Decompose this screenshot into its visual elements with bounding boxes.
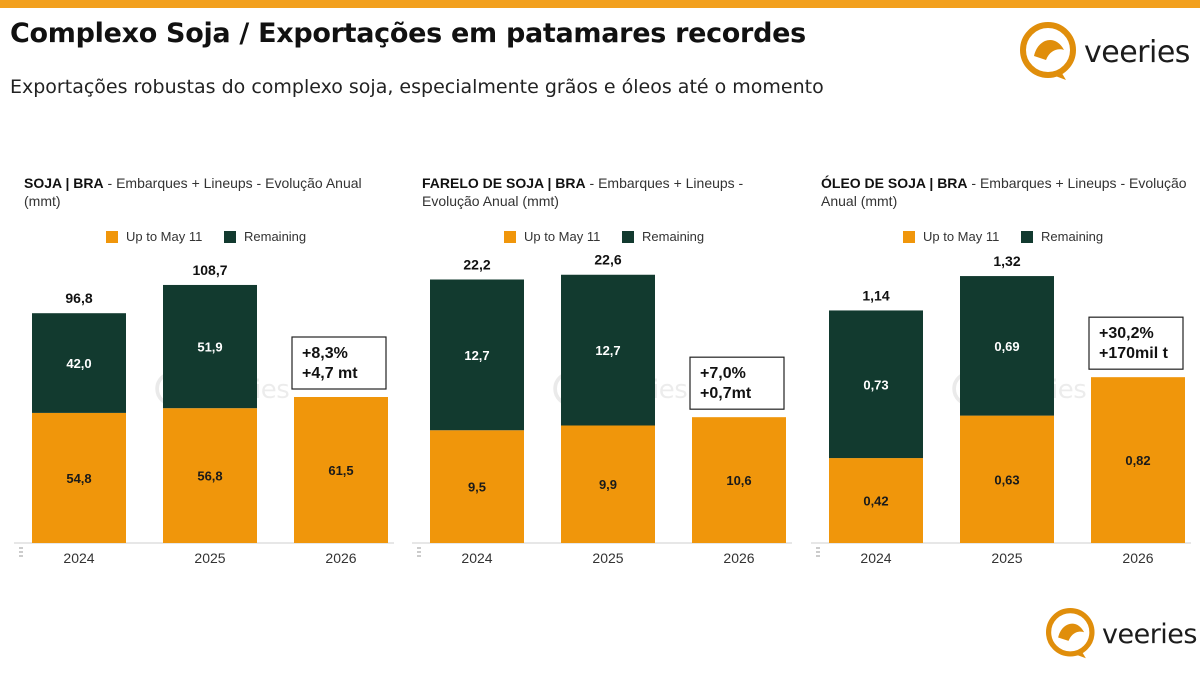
bar-total-label: 108,7 (192, 262, 227, 278)
bar-up-to-may (1091, 377, 1185, 543)
x-tick-label: 2026 (325, 550, 356, 566)
bar-up-to-may (163, 408, 257, 543)
stacked-bar-chart: Up to May 11 Remaining 9,5 12,7 22,2 2024 9,9 1… (412, 229, 792, 566)
annotation-box (1088, 316, 1184, 370)
x-tick-label: 2026 (1122, 550, 1153, 566)
stacked-bar-chart: Up to May 11 Remaining 0,42 0,73 1,14 2024 0,6… (811, 229, 1191, 566)
annotation-text: +8,3% (302, 345, 348, 362)
x-tick-label: 2024 (860, 550, 891, 566)
annotation-text: +0,7mt (700, 385, 752, 402)
veeries-bird-icon (1046, 608, 1095, 659)
legend-label: Remaining (642, 229, 704, 244)
bar-up-to-may (32, 412, 126, 543)
x-tick-label: 2024 (461, 550, 492, 566)
x-tick-label: 2025 (194, 550, 225, 566)
bar-value-label: 9,9 (599, 477, 617, 492)
growth-annotation: +7,0% +0,7mt (689, 356, 785, 410)
bar-total-label: 22,2 (463, 256, 490, 272)
legend-label: Up to May 11 (923, 229, 999, 244)
bar-value-label: 61,5 (328, 463, 353, 478)
x-tick-label: 2024 (63, 550, 94, 566)
bar-up-to-may (829, 458, 923, 543)
legend: Up to May 11 Remaining (504, 229, 704, 244)
legend-swatch (224, 231, 236, 243)
bar-value-label: 12,7 (464, 348, 489, 363)
bar-value-label: 0,73 (863, 377, 888, 392)
bar-value-label: 56,8 (197, 469, 222, 484)
annotation-box (689, 356, 785, 410)
bar-value-label: 51,9 (197, 340, 222, 355)
legend: Up to May 11 Remaining (903, 229, 1103, 244)
chart-panel-farelo: FARELO DE SOJA | BRA - Embarques + Lineu… (412, 170, 802, 580)
legend-swatch (504, 231, 516, 243)
bar-up-to-may (561, 425, 655, 543)
bar-value-label: 42,0 (66, 356, 91, 371)
chart-panel-soja: SOJA | BRA - Embarques + Lineups - Evolu… (14, 170, 404, 580)
bar-up-to-may (692, 417, 786, 543)
bar-up-to-may (960, 415, 1054, 543)
legend-label: Up to May 11 (126, 229, 202, 244)
stacked-bar-chart: Up to May 11 Remaining 54,8 42,0 96,8 2024 56,… (14, 229, 394, 566)
legend: Up to May 11 Remaining (106, 229, 306, 244)
legend-label: Remaining (244, 229, 306, 244)
bar-remaining (829, 310, 923, 459)
legend-swatch (622, 231, 634, 243)
chart-title: ÓLEO DE SOJA | BRA - Embarques + Lineups… (821, 175, 1187, 209)
bar-up-to-may (430, 430, 524, 543)
bar-remaining (430, 279, 524, 431)
bar-total-label: 22,6 (594, 252, 621, 268)
bar-total-label: 1,32 (993, 253, 1020, 269)
annotation-box (291, 336, 387, 390)
page-subtitle: Exportações robustas do complexo soja, e… (10, 76, 824, 98)
bar-value-label: 0,42 (863, 494, 888, 509)
growth-annotation: +30,2% +170mil t (1088, 316, 1184, 370)
growth-annotation: +8,3% +4,7 mt (291, 336, 387, 390)
logo-text: veeries (1084, 34, 1190, 70)
logo-text: veeries (1102, 618, 1197, 650)
legend-swatch (903, 231, 915, 243)
chart-panel-oleo: ÓLEO DE SOJA | BRA - Embarques + Lineups… (811, 170, 1200, 580)
chart-title: FARELO DE SOJA | BRA - Embarques + Lineu… (422, 175, 744, 209)
bar-remaining (32, 313, 126, 413)
annotation-text: +30,2% (1099, 325, 1154, 342)
bar-value-label: 10,6 (726, 473, 751, 488)
bar-value-label: 54,8 (66, 471, 91, 486)
veeries-logo-bottom: veeries (1046, 606, 1197, 662)
bar-value-label: 0,69 (994, 339, 1019, 354)
x-tick-label: 2025 (991, 550, 1022, 566)
bar-up-to-may (294, 397, 388, 543)
bar-remaining (163, 284, 257, 409)
bar-value-label: 0,82 (1125, 453, 1150, 468)
bar-value-label: 12,7 (595, 343, 620, 358)
x-tick-label: 2026 (723, 550, 754, 566)
bar-remaining (960, 276, 1054, 416)
annotation-text: +7,0% (700, 365, 746, 382)
veeries-logo-top: veeries (1020, 20, 1190, 84)
veeries-bird-icon (1020, 22, 1076, 80)
page-title: Complexo Soja / Exportações em patamares… (10, 18, 806, 49)
legend-swatch (1021, 231, 1033, 243)
legend-swatch (106, 231, 118, 243)
bar-value-label: 0,63 (994, 472, 1019, 487)
legend-label: Remaining (1041, 229, 1103, 244)
annotation-text: +170mil t (1099, 345, 1169, 362)
bar-total-label: 96,8 (65, 290, 92, 306)
bar-value-label: 9,5 (468, 480, 486, 495)
x-tick-label: 2025 (592, 550, 623, 566)
chart-title: SOJA | BRA - Embarques + Lineups - Evolu… (24, 175, 362, 209)
top-accent-bar (0, 0, 1200, 8)
bar-total-label: 1,14 (862, 287, 889, 303)
bar-remaining (561, 274, 655, 426)
annotation-text: +4,7 mt (302, 365, 358, 382)
legend-label: Up to May 11 (524, 229, 600, 244)
